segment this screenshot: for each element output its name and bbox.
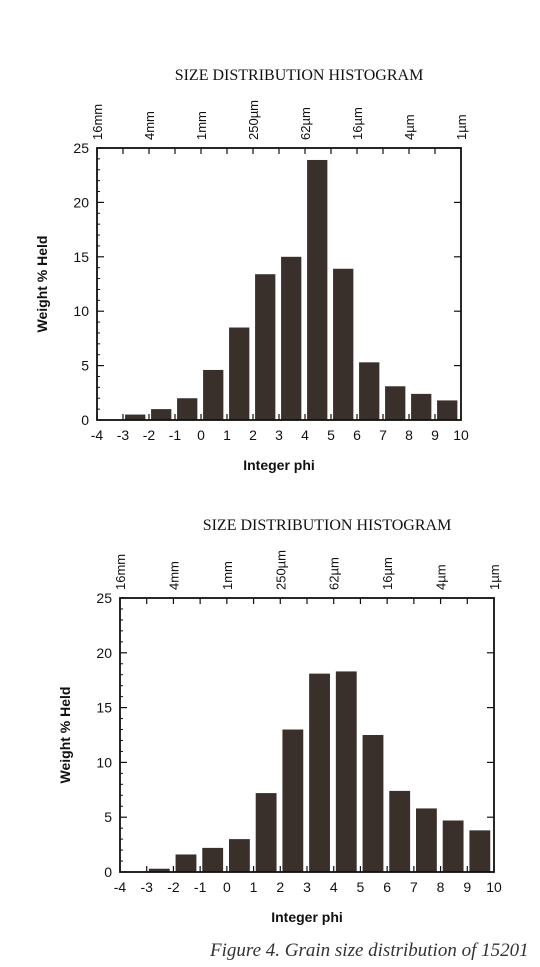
chart2-y-tick-label: 15 — [96, 700, 112, 716]
chart1-x-tick-label: -1 — [169, 427, 182, 443]
chart2-bar-phi-3 — [309, 673, 330, 872]
chart1-x-tick-label: 3 — [275, 427, 283, 443]
chart2-x-axis-label: Integer phi — [271, 909, 343, 925]
chart1-top-size-label: 4µm — [402, 114, 417, 140]
chart2-x-tick-label: 8 — [437, 879, 445, 895]
chart2-top-size-label: 4µm — [434, 564, 449, 590]
chart1-bar-phi-5 — [333, 268, 354, 420]
chart1-top-size-label: 62µm — [298, 107, 313, 140]
chart2-bar-phi--3 — [148, 868, 170, 872]
chart2-y-axis-label: Weight % Held — [57, 687, 73, 784]
chart1-top-size-label: 250µm — [246, 100, 261, 140]
chart2-x-tick-label: -3 — [140, 879, 153, 895]
chart2-top-size-label: 4mm — [166, 561, 181, 590]
chart1-bar-phi-2 — [255, 274, 276, 420]
chart2-top-size-label: 250µm — [273, 550, 288, 590]
chart1-x-tick-label: -3 — [117, 427, 130, 443]
chart1-bar-phi-8 — [411, 393, 432, 420]
chart1-x-tick-label: 9 — [431, 427, 439, 443]
chart2-x-tick-label: 1 — [250, 879, 258, 895]
chart1-x-tick-label: 2 — [249, 427, 257, 443]
figure-caption: Figure 4. Grain size distribution of 152… — [210, 940, 529, 961]
chart2-x-tick-label: -4 — [114, 879, 127, 895]
chart1-x-tick-label: 1 — [223, 427, 231, 443]
chart1-top-size-label: 4mm — [142, 111, 157, 140]
chart2-top-size-label: 16mm — [113, 554, 128, 590]
chart1-y-tick-label: 20 — [73, 194, 89, 210]
chart2-bar-phi-2 — [282, 729, 304, 872]
chart2-x-tick-label: 4 — [330, 879, 338, 895]
chart1-x-tick-label: 7 — [379, 427, 387, 443]
chart1-top-size-label: 16mm — [90, 104, 105, 140]
chart1-plot-frame — [96, 147, 462, 421]
chart1-top-size-label: 1mm — [194, 111, 209, 140]
chart2-x-tick-label: 9 — [463, 879, 471, 895]
chart1-x-tick-label: -2 — [143, 427, 156, 443]
chart1-bar-phi-3 — [281, 256, 302, 420]
chart2-top-size-label: 62µm — [327, 557, 342, 590]
chart2-bar-phi-5 — [362, 735, 384, 872]
chart2-bar-phi-6 — [389, 790, 411, 872]
chart2-x-tick-label: -2 — [167, 879, 180, 895]
chart2-bar-phi-7 — [415, 808, 437, 872]
chart2-bar-phi-0 — [228, 839, 250, 872]
chart2-bar-phi--1 — [202, 847, 224, 872]
chart2-bar-phi-1 — [255, 793, 277, 872]
chart2-x-tick-label: 10 — [486, 879, 502, 895]
chart1-y-tick-label: 5 — [81, 358, 89, 374]
chart2-bar-phi-9 — [469, 830, 491, 872]
chart2-x-tick-label: 7 — [410, 879, 418, 895]
chart2-y-tick-label: 25 — [96, 590, 112, 606]
chart1-x-tick-label: 5 — [327, 427, 335, 443]
chart1-x-tick-label: 4 — [301, 427, 309, 443]
chart1-top-size-label: 16µm — [350, 107, 365, 140]
chart2-y-tick-label: 10 — [96, 754, 112, 770]
chart2-y-tick-label: 20 — [96, 645, 112, 661]
chart1-y-tick-label: 10 — [73, 303, 89, 319]
chart2-bar-phi-8 — [442, 820, 464, 872]
chart2-y-tick-label: 0 — [104, 864, 112, 880]
chart2-top-size-label: 1mm — [220, 561, 235, 590]
chart1-top-size-label: 1µm — [454, 114, 469, 140]
chart1-title: SIZE DISTRIBUTION HISTOGRAM — [175, 67, 424, 84]
chart1-y-tick-label: 0 — [81, 412, 89, 428]
chart1-x-axis-label: Integer phi — [243, 457, 315, 473]
chart1-x-tick-label: -4 — [91, 427, 104, 443]
chart1-x-tick-label: 10 — [453, 427, 469, 443]
chart2-x-tick-label: 6 — [383, 879, 391, 895]
chart1-bar-phi-6 — [359, 362, 380, 420]
chart1-x-tick-label: 8 — [405, 427, 413, 443]
chart1-y-axis-label: Weight % Held — [34, 236, 50, 333]
chart1-x-tick-label: 0 — [197, 427, 205, 443]
chart2-top-size-label: 16µm — [380, 557, 395, 590]
chart2-x-tick-label: 2 — [276, 879, 284, 895]
chart2-title: SIZE DISTRIBUTION HISTOGRAM — [203, 517, 452, 534]
chart1-y-tick-label: 25 — [73, 140, 89, 156]
chart1-bar-phi--2 — [151, 409, 172, 420]
chart2-x-tick-label: 5 — [357, 879, 365, 895]
chart2-y-tick-label: 5 — [104, 809, 112, 825]
chart1-bar-phi-7 — [385, 386, 406, 420]
chart1-bar-phi--3 — [125, 414, 146, 420]
chart1-y-tick-label: 15 — [73, 249, 89, 265]
chart2-x-tick-label: 3 — [303, 879, 311, 895]
chart2-plot-frame — [119, 597, 495, 873]
chart1-bar-phi-1 — [229, 327, 250, 420]
chart2-x-tick-label: -1 — [194, 879, 207, 895]
chart2-top-size-label: 1µm — [487, 564, 502, 590]
chart2-x-tick-label: 0 — [223, 879, 231, 895]
chart1-x-tick-label: 6 — [353, 427, 361, 443]
chart2-bar-phi-4 — [335, 671, 357, 872]
chart1-bar-phi-4 — [307, 159, 328, 420]
chart1-bar-phi-0 — [203, 369, 224, 420]
chart1-bar-phi--1 — [177, 398, 198, 420]
chart1-bar-phi-9 — [437, 400, 458, 420]
chart2-bar-phi--2 — [175, 854, 197, 872]
